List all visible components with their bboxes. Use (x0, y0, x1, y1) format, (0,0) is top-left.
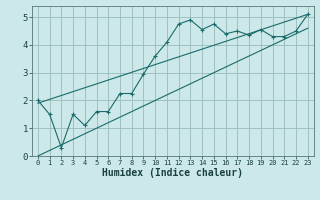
X-axis label: Humidex (Indice chaleur): Humidex (Indice chaleur) (102, 168, 243, 178)
